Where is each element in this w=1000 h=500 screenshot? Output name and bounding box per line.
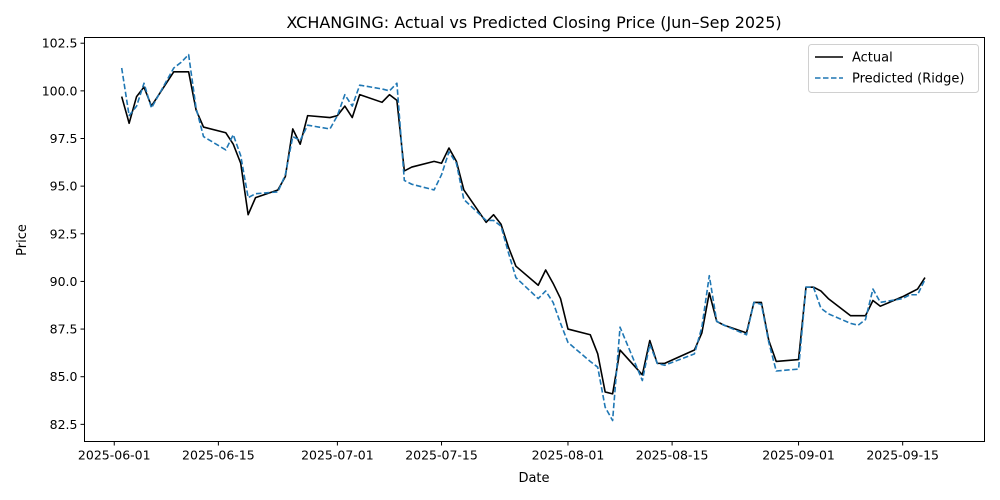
y-tick-label: 85.0 xyxy=(50,369,78,384)
y-tick-label: 82.5 xyxy=(50,417,78,432)
x-tick-label: 2025-07-15 xyxy=(405,448,478,463)
series-line-predicted xyxy=(120,53,926,422)
y-tick-label: 102.5 xyxy=(42,36,78,51)
x-tick-label: 2025-06-15 xyxy=(182,448,255,463)
x-axis-label: Date xyxy=(518,471,549,486)
y-axis: 82.5 85.0 87.5 90.0 92.5 95.0 97.5 100.0 102.5 xyxy=(42,36,85,432)
x-tick-label: 2025-09-15 xyxy=(866,448,939,463)
series-line-actual xyxy=(120,71,926,395)
x-axis: 2025-06-01 2025-06-15 2025-07-01 2025-07-15… xyxy=(78,441,939,463)
x-tick-label: 2025-09-01 xyxy=(762,448,835,463)
plot-lines xyxy=(120,53,926,422)
y-tick-label: 97.5 xyxy=(50,131,78,146)
y-tick-label: 87.5 xyxy=(50,322,78,337)
y-tick-label: 90.0 xyxy=(50,274,78,289)
chart-title: XCHANGING: Actual vs Predicted Closing P… xyxy=(286,13,781,32)
legend-frame xyxy=(808,44,979,93)
y-tick-label: 100.0 xyxy=(42,83,78,98)
y-tick-label: 92.5 xyxy=(50,226,78,241)
legend: Actual Predicted (Ridge) xyxy=(808,44,979,93)
legend-label-actual: Actual xyxy=(852,51,893,66)
y-tick-label: 95.0 xyxy=(50,179,78,194)
x-tick-label: 2025-06-01 xyxy=(78,448,151,463)
x-tick-label: 2025-08-15 xyxy=(636,448,709,463)
x-tick-label: 2025-08-01 xyxy=(532,448,605,463)
plot-frame xyxy=(84,37,985,442)
y-axis-label: Price xyxy=(15,224,30,256)
x-tick-label: 2025-07-01 xyxy=(301,448,374,463)
legend-label-predicted: Predicted (Ridge) xyxy=(852,72,964,87)
